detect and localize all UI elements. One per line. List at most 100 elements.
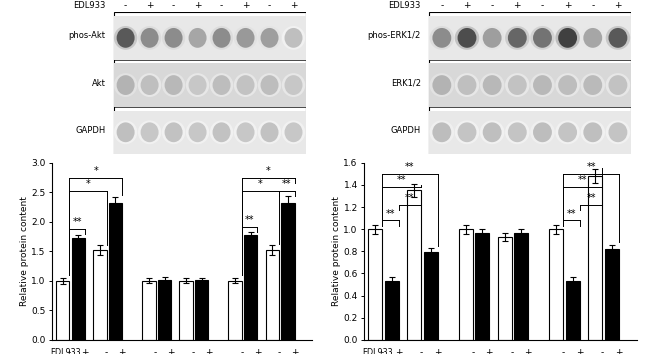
Ellipse shape bbox=[138, 120, 161, 144]
Text: A: A bbox=[18, 0, 29, 1]
Text: +: + bbox=[118, 348, 126, 354]
Text: **: ** bbox=[397, 176, 406, 185]
Text: phos-ERK1/2: phos-ERK1/2 bbox=[368, 32, 421, 40]
Bar bbox=[114, 63, 306, 107]
Ellipse shape bbox=[533, 122, 552, 142]
Text: +: + bbox=[614, 1, 621, 10]
Ellipse shape bbox=[530, 73, 554, 97]
Ellipse shape bbox=[258, 26, 281, 50]
Ellipse shape bbox=[116, 122, 135, 142]
Text: -: - bbox=[601, 348, 604, 354]
Text: +: + bbox=[395, 348, 402, 354]
Bar bbox=[604, 249, 619, 340]
Ellipse shape bbox=[580, 26, 605, 50]
Ellipse shape bbox=[114, 120, 137, 144]
Ellipse shape bbox=[237, 122, 255, 142]
Text: **: ** bbox=[578, 176, 588, 185]
Ellipse shape bbox=[162, 120, 185, 144]
Ellipse shape bbox=[210, 120, 233, 144]
Text: EDL933: EDL933 bbox=[51, 348, 81, 354]
Ellipse shape bbox=[164, 75, 183, 95]
Text: **: ** bbox=[245, 215, 254, 225]
Text: +: + bbox=[168, 348, 175, 354]
Ellipse shape bbox=[188, 28, 207, 48]
Ellipse shape bbox=[430, 120, 454, 144]
Bar bbox=[459, 229, 473, 340]
Bar bbox=[93, 250, 107, 340]
Ellipse shape bbox=[234, 120, 257, 144]
Ellipse shape bbox=[186, 73, 209, 97]
Ellipse shape bbox=[282, 26, 306, 50]
Bar bbox=[475, 233, 489, 340]
Ellipse shape bbox=[237, 75, 255, 95]
Y-axis label: Relative protein content: Relative protein content bbox=[20, 196, 29, 306]
Ellipse shape bbox=[258, 73, 281, 97]
Ellipse shape bbox=[285, 122, 302, 142]
Text: EDL933: EDL933 bbox=[73, 1, 105, 10]
Ellipse shape bbox=[234, 73, 257, 97]
Ellipse shape bbox=[455, 73, 479, 97]
Ellipse shape bbox=[608, 28, 627, 48]
Ellipse shape bbox=[505, 73, 530, 97]
Ellipse shape bbox=[480, 26, 504, 50]
Text: +: + bbox=[463, 1, 471, 10]
Ellipse shape bbox=[508, 28, 526, 48]
Ellipse shape bbox=[186, 26, 209, 50]
Text: phos-Akt: phos-Akt bbox=[69, 32, 105, 40]
Text: -: - bbox=[541, 1, 544, 10]
Text: *: * bbox=[266, 166, 270, 176]
Text: +: + bbox=[290, 1, 297, 10]
Bar bbox=[514, 233, 528, 340]
Bar bbox=[72, 238, 85, 340]
Ellipse shape bbox=[430, 73, 454, 97]
Ellipse shape bbox=[138, 26, 161, 50]
Text: +: + bbox=[242, 1, 250, 10]
Text: -: - bbox=[510, 348, 514, 354]
Text: -: - bbox=[591, 1, 594, 10]
Ellipse shape bbox=[606, 120, 630, 144]
Ellipse shape bbox=[608, 75, 627, 95]
Ellipse shape bbox=[508, 75, 526, 95]
Ellipse shape bbox=[237, 28, 255, 48]
Text: -: - bbox=[491, 1, 494, 10]
Text: +: + bbox=[81, 348, 89, 354]
Ellipse shape bbox=[164, 28, 183, 48]
Text: *: * bbox=[258, 179, 263, 189]
Text: *: * bbox=[86, 179, 90, 189]
Ellipse shape bbox=[162, 26, 185, 50]
Ellipse shape bbox=[188, 75, 207, 95]
Ellipse shape bbox=[483, 28, 502, 48]
Ellipse shape bbox=[188, 122, 207, 142]
Text: Akt: Akt bbox=[92, 79, 105, 88]
Text: -: - bbox=[172, 1, 176, 10]
Text: -: - bbox=[278, 348, 281, 354]
Ellipse shape bbox=[213, 75, 231, 95]
Bar bbox=[109, 203, 122, 340]
Text: -: - bbox=[240, 348, 244, 354]
Ellipse shape bbox=[116, 28, 135, 48]
Text: +: + bbox=[254, 348, 261, 354]
Ellipse shape bbox=[483, 122, 502, 142]
Bar bbox=[195, 280, 209, 340]
Ellipse shape bbox=[282, 73, 306, 97]
Ellipse shape bbox=[432, 28, 451, 48]
Text: +: + bbox=[205, 348, 212, 354]
Ellipse shape bbox=[583, 28, 602, 48]
Text: EDL933: EDL933 bbox=[363, 348, 393, 354]
Bar bbox=[266, 250, 279, 340]
Text: +: + bbox=[486, 348, 493, 354]
Text: **: ** bbox=[405, 193, 415, 203]
Text: ERK1/2: ERK1/2 bbox=[391, 79, 421, 88]
Text: GAPDH: GAPDH bbox=[75, 126, 105, 135]
Ellipse shape bbox=[114, 73, 137, 97]
Ellipse shape bbox=[608, 122, 627, 142]
Bar bbox=[498, 237, 512, 340]
Bar bbox=[114, 110, 306, 154]
Text: **: ** bbox=[586, 162, 596, 172]
Text: EDL933: EDL933 bbox=[389, 1, 421, 10]
Text: +: + bbox=[194, 1, 202, 10]
Ellipse shape bbox=[138, 73, 161, 97]
Bar bbox=[588, 176, 603, 340]
Text: **: ** bbox=[567, 209, 577, 218]
Ellipse shape bbox=[580, 73, 605, 97]
